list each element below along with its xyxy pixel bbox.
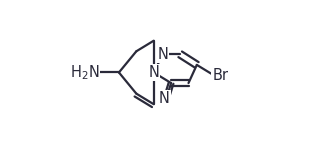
Text: N: N <box>158 47 168 62</box>
Text: H$_2$N: H$_2$N <box>70 63 99 82</box>
Text: Br: Br <box>212 68 228 83</box>
Text: N: N <box>148 65 159 80</box>
Text: N: N <box>159 91 170 106</box>
